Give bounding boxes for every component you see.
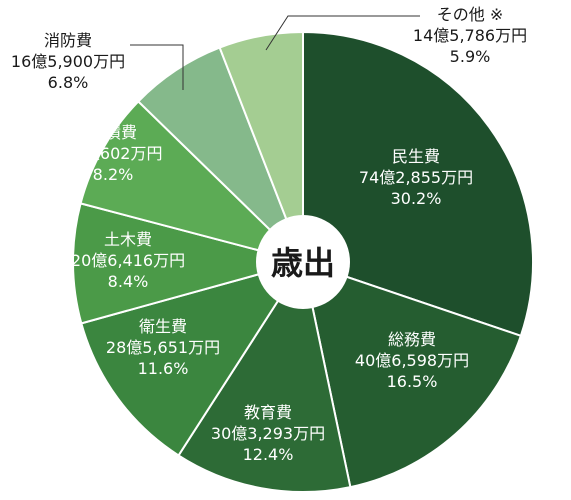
center-label: 歳出 xyxy=(271,244,335,282)
slice-name-label: 総務費 xyxy=(388,330,436,349)
slice-label-group: 民生費 74億2,855万円 30.2% xyxy=(359,147,473,208)
slice-name-label: 衛生費 xyxy=(139,317,187,336)
pie-slice xyxy=(79,100,307,264)
leader-line xyxy=(130,44,184,90)
slice-label-group: 公債費 20億602万円 8.2% xyxy=(64,123,163,184)
slice-amount-label: 40億6,598万円 xyxy=(355,351,469,370)
slice-labels: 民生費 74億2,855万円 30.2% 総務費 40億6,598万円 16.5% 教育費 3… xyxy=(11,5,527,464)
slice-percent-label: 6.8% xyxy=(48,73,89,92)
slice-percent-label: 8.4% xyxy=(108,272,149,291)
pie-slices xyxy=(72,30,534,493)
pie-slice xyxy=(218,30,304,263)
slice-label-group: 消防費 16億5,900万円 6.8% xyxy=(11,31,125,92)
slice-name-label: 土木費 xyxy=(104,230,152,249)
slice-label-group: 総務費 40億6,598万円 16.5% xyxy=(355,330,469,391)
slice-name-label: 教育費 xyxy=(244,403,292,422)
pie-slice xyxy=(80,260,306,457)
slice-label-group: 衛生費 28億5,651万円 11.6% xyxy=(106,317,220,378)
slice-amount-label: 20億6,416万円 xyxy=(71,251,185,270)
slice-amount-label: 28億5,651万円 xyxy=(106,338,220,357)
slice-percent-label: 12.4% xyxy=(243,445,294,464)
pie-slice xyxy=(177,259,352,493)
slice-amount-label: 14億5,786万円 xyxy=(413,26,527,45)
leader-lines xyxy=(130,15,420,90)
pie-slice xyxy=(301,260,523,489)
slice-name-label: 消防費 xyxy=(44,31,92,50)
slice-label-group: 教育費 30億3,293万円 12.4% xyxy=(211,403,325,464)
slice-percent-label: 11.6% xyxy=(138,359,189,378)
slice-percent-label: 5.9% xyxy=(450,47,491,66)
slice-amount-label: 30億3,293万円 xyxy=(211,424,325,443)
slice-label-group: その他 ※ 14億5,786万円 5.9% xyxy=(413,5,527,66)
slice-amount-label: 20億602万円 xyxy=(64,144,163,163)
center-hole xyxy=(256,215,350,309)
slice-percent-label: 8.2% xyxy=(93,165,134,184)
slice-amount-label: 16億5,900万円 xyxy=(11,52,125,71)
leader-line xyxy=(265,15,420,51)
slice-percent-label: 16.5% xyxy=(387,372,438,391)
slice-name-label: その他 ※ xyxy=(437,5,504,24)
slice-amount-label: 74億2,855万円 xyxy=(359,168,473,187)
slice-label-group: 土木費 20億6,416万円 8.4% xyxy=(71,230,185,291)
slice-name-label: 民生費 xyxy=(392,147,440,166)
slice-percent-label: 30.2% xyxy=(391,189,442,208)
pie-slice xyxy=(302,30,534,338)
slice-name-label: 公債費 xyxy=(89,123,137,142)
pie-slice xyxy=(72,202,307,325)
